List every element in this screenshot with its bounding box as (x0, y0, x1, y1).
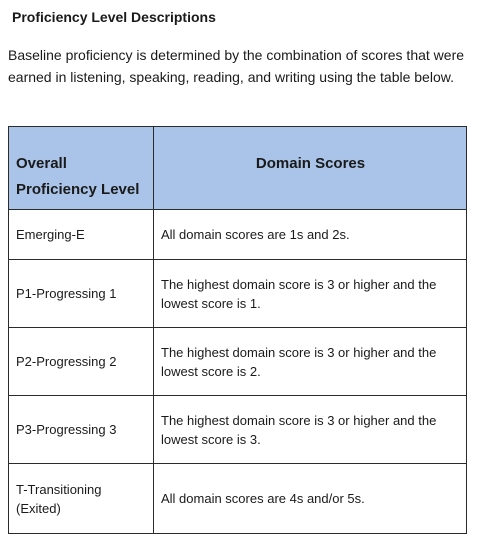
proficiency-table: Overall Proficiency Level Domain Scores … (8, 126, 467, 534)
header-overall-proficiency-level: Overall Proficiency Level (8, 126, 154, 210)
intro-paragraph: Baseline proficiency is determined by th… (8, 47, 465, 85)
table-row: P2-Progressing 2 The highest domain scor… (8, 327, 467, 396)
table-header: Overall Proficiency Level Domain Scores (8, 126, 467, 210)
scores-cell: The highest domain score is 3 or higher … (153, 395, 467, 464)
scores-cell: The highest domain score is 3 or higher … (153, 327, 467, 396)
level-cell: P1-Progressing 1 (8, 259, 154, 328)
header-domain-scores: Domain Scores (153, 126, 467, 210)
level-cell: Emerging-E (8, 209, 154, 260)
scores-cell: All domain scores are 4s and/or 5s. (153, 463, 467, 534)
table-row: P1-Progressing 1 The highest domain scor… (8, 259, 467, 328)
table-body: Emerging-E All domain scores are 1s and … (8, 209, 467, 534)
level-cell: P2-Progressing 2 (8, 327, 154, 396)
table-row: Emerging-E All domain scores are 1s and … (8, 209, 467, 260)
table-row: T-Transitioning (Exited) All domain scor… (8, 463, 467, 534)
scores-cell: All domain scores are 1s and 2s. (153, 209, 467, 260)
header-row: Overall Proficiency Level Domain Scores (8, 126, 467, 210)
level-cell: P3-Progressing 3 (8, 395, 154, 464)
scores-cell: The highest domain score is 3 or higher … (153, 259, 467, 328)
section-heading: Proficiency Level Descriptions (12, 9, 216, 25)
table-row: P3-Progressing 3 The highest domain scor… (8, 395, 467, 464)
level-cell: T-Transitioning (Exited) (8, 463, 154, 534)
